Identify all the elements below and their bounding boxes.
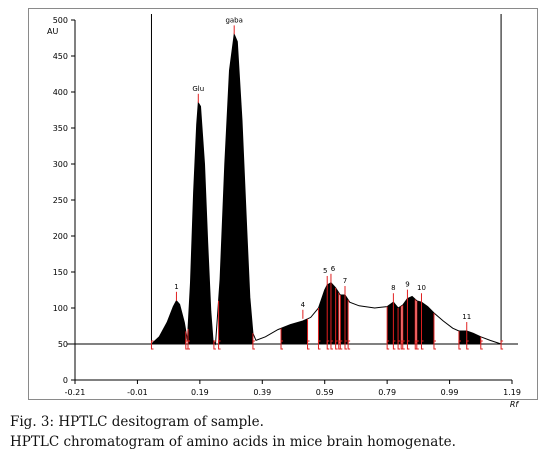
marker-bracket — [339, 340, 343, 350]
y-axis-label: AU — [47, 27, 58, 36]
marker-bracket — [392, 340, 396, 350]
x-tick-label: 0.19 — [191, 388, 209, 397]
figure-caption-description: HPTLC chromatogram of amino acids in mic… — [10, 434, 456, 450]
marker-bracket — [213, 340, 216, 350]
y-tick-label: 400 — [53, 88, 68, 97]
marker-bracket — [335, 340, 338, 350]
x-tick-label: 1.19 — [503, 388, 521, 397]
marker-bracket — [326, 340, 330, 350]
marker-bracket — [150, 340, 154, 350]
y-tick-label: 450 — [53, 52, 68, 61]
marker-bracket — [480, 340, 483, 350]
peak-area — [387, 302, 402, 344]
peak-label: 9 — [405, 281, 409, 289]
peak-area — [416, 300, 434, 344]
peak-label: 4 — [301, 301, 306, 309]
x-tick-label: 0.79 — [378, 388, 396, 397]
x-tick-label: 0.39 — [253, 388, 271, 397]
peak-label: 8 — [391, 284, 395, 292]
marker-bracket — [458, 340, 461, 350]
y-tick-label: 50 — [58, 340, 68, 349]
peak-label: 11 — [462, 313, 471, 321]
y-tick-label: 150 — [53, 268, 68, 277]
peak-area — [151, 300, 186, 344]
densitogram-chart: 0 50 100 150 200 250 300 350 400 450 500 AU -0.21 -0.… — [47, 14, 521, 409]
marker-bracket — [433, 340, 436, 350]
marker-bracket — [185, 340, 188, 350]
peak-area — [458, 331, 481, 344]
marker-bracket — [420, 340, 424, 350]
x-tick-label: -0.21 — [65, 388, 86, 397]
marker-bracket — [187, 340, 190, 350]
marker-bracket — [344, 340, 348, 350]
marker-bracket — [338, 340, 341, 350]
x-tick-label: -0.01 — [127, 388, 148, 397]
y-tick-label: 100 — [53, 304, 68, 313]
marker-bracket — [400, 340, 404, 350]
peak-label: gaba — [225, 16, 242, 24]
peak-label: 7 — [343, 277, 347, 285]
y-tick-label: 350 — [53, 124, 68, 133]
peak-label: 5 — [323, 267, 327, 275]
peak-area — [218, 34, 253, 345]
x-tick-label: 0.99 — [441, 388, 459, 397]
marker-bracket — [280, 340, 284, 350]
y-tick-label: 200 — [53, 232, 68, 241]
peak-label: 10 — [417, 284, 426, 292]
y-tick-label: 300 — [53, 160, 68, 169]
peak-label: 6 — [331, 265, 336, 273]
marker-bracket — [218, 340, 221, 350]
marker-bracket — [252, 340, 255, 350]
peak-area — [402, 296, 416, 344]
peak-label: 1 — [174, 283, 178, 291]
marker-bracket — [414, 340, 418, 350]
y-tick-label: 500 — [53, 16, 68, 25]
x-tick-label: 0.59 — [316, 388, 334, 397]
marker-bracket — [347, 340, 351, 350]
peak-area — [340, 295, 349, 344]
marker-bracket — [330, 340, 333, 350]
peak-area — [188, 102, 214, 344]
marker-bracket — [317, 340, 321, 350]
marker-bracket — [307, 340, 310, 350]
marker-bracket — [416, 340, 419, 350]
marker-bracket — [397, 340, 401, 350]
peak-label: Glu — [192, 85, 204, 93]
y-tick-label: 0 — [63, 376, 68, 385]
peak-area — [318, 282, 339, 344]
y-tick-label: 250 — [53, 196, 68, 205]
figure-caption-title: Fig. 3: HPTLC desitogram of sample. — [10, 414, 264, 430]
marker-bracket — [406, 340, 410, 350]
marker-bracket — [500, 340, 504, 350]
marker-bracket — [386, 340, 390, 350]
x-axis-label: Rf — [510, 400, 520, 409]
peak-area — [281, 318, 308, 344]
marker-bracket — [466, 340, 469, 350]
marker-bracket — [402, 340, 405, 350]
